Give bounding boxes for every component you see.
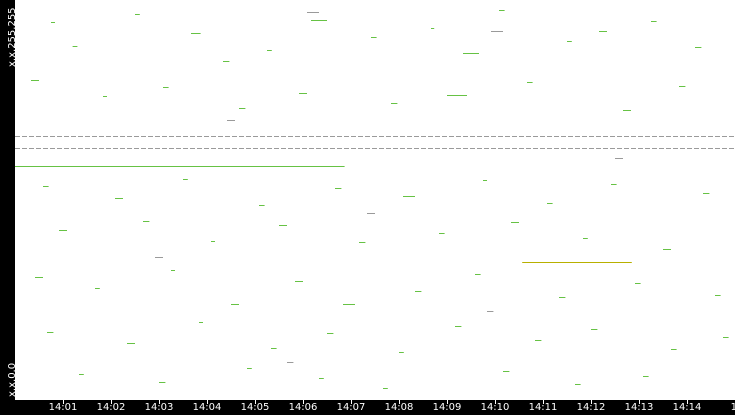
x-tick-label: 14 [730,402,735,413]
x-tick-mark [591,400,592,404]
x-tick-label: 14:14 [672,402,702,413]
x-tick-mark [447,400,448,404]
x-tick-label: 14:09 [432,402,462,413]
x-tick-mark [495,400,496,404]
x-tick-label: 14:11 [528,402,558,413]
x-tick-mark [303,400,304,404]
x-tick-label: 14:04 [192,402,222,413]
x-tick-label: 14:06 [288,402,318,413]
x-tick-label: 14:05 [240,402,270,413]
x-tick-mark [639,400,640,404]
x-tick-label: 14:03 [144,402,174,413]
x-tick-mark [543,400,544,404]
y-axis-bar [0,0,15,415]
x-tick-label: 14:07 [336,402,366,413]
x-tick-mark [399,400,400,404]
x-tick-mark [159,400,160,404]
x-tick-mark [63,400,64,404]
x-tick-mark [111,400,112,404]
x-tick-label: 14:13 [624,402,654,413]
x-axis-bar [0,400,735,415]
x-tick-label: 14:10 [480,402,510,413]
x-tick-mark [255,400,256,404]
y-label-top: x.x.255.255 [7,7,18,67]
x-tick-mark [207,400,208,404]
y-label-bottom: x.x.0.0 [7,362,18,397]
x-tick-label: 14:12 [576,402,606,413]
x-tick-label: 14:01 [48,402,78,413]
x-tick-mark [351,400,352,404]
x-tick-label: 14:02 [96,402,126,413]
x-tick-mark [687,400,688,404]
x-tick-label: 14:08 [384,402,414,413]
